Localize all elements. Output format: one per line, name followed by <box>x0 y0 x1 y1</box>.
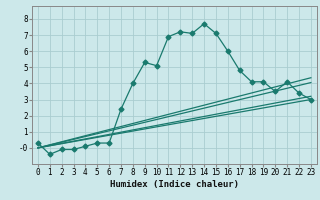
X-axis label: Humidex (Indice chaleur): Humidex (Indice chaleur) <box>110 180 239 189</box>
